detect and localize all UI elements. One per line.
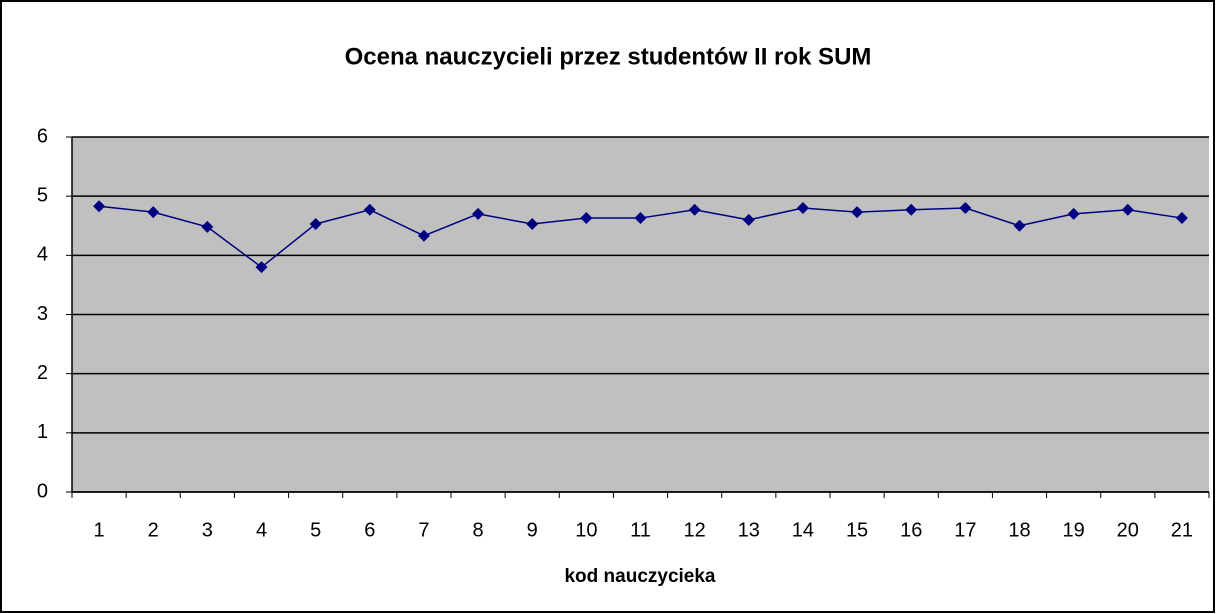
data-point — [1067, 207, 1080, 220]
data-point — [417, 229, 430, 242]
x-tick-label: 21 — [1171, 519, 1193, 541]
data-point — [796, 202, 809, 214]
x-tick-label: 19 — [1063, 519, 1085, 541]
data-point — [959, 202, 972, 214]
x-tick-label: 18 — [1008, 519, 1030, 541]
x-tick-label: 12 — [684, 519, 706, 541]
x-tick-label: 8 — [473, 519, 484, 541]
y-tick-label: 2 — [37, 362, 48, 384]
data-point — [1121, 203, 1134, 216]
x-tick-label: 15 — [846, 519, 868, 541]
y-tick-label: 6 — [37, 125, 48, 147]
data-point — [688, 203, 701, 216]
x-tick-label: 3 — [202, 519, 213, 541]
x-tick-label: 1 — [94, 519, 105, 541]
x-tick-label: 17 — [954, 519, 976, 541]
x-tick-label: 10 — [575, 519, 597, 541]
x-axis-label: kod nauczycieka — [564, 566, 715, 587]
x-tick-label: 20 — [1117, 519, 1139, 541]
data-point — [742, 213, 755, 226]
x-tick-label: 11 — [630, 519, 651, 541]
data-point — [1013, 219, 1026, 232]
x-tick-label: 2 — [148, 519, 159, 541]
data-point — [580, 212, 593, 225]
y-tick-label: 1 — [37, 421, 48, 443]
x-tick-label: 6 — [364, 519, 375, 541]
data-point — [526, 217, 539, 230]
y-tick-label: 0 — [37, 480, 48, 502]
data-point — [472, 207, 485, 220]
data-point — [147, 206, 160, 219]
data-point — [309, 217, 322, 230]
x-tick-label: 9 — [527, 519, 538, 541]
y-tick-label: 3 — [37, 303, 48, 325]
y-tick-label: 5 — [37, 184, 48, 206]
x-tick-label: 16 — [900, 519, 922, 541]
x-tick-label: 5 — [310, 519, 321, 541]
data-point — [634, 212, 647, 225]
x-tick-label: 7 — [418, 519, 429, 541]
x-tick-label: 4 — [256, 519, 267, 541]
x-tick-label: 14 — [792, 519, 814, 541]
x-tick-label: 13 — [738, 519, 760, 541]
data-point — [93, 200, 106, 213]
data-point — [201, 220, 214, 233]
chart-title: Ocena nauczycieli przez studentów II rok… — [345, 43, 872, 70]
data-point — [1175, 212, 1188, 225]
data-point — [363, 203, 376, 216]
y-tick-label: 4 — [37, 244, 48, 266]
data-point — [905, 203, 918, 216]
data-point — [255, 261, 268, 274]
data-point — [851, 206, 864, 219]
